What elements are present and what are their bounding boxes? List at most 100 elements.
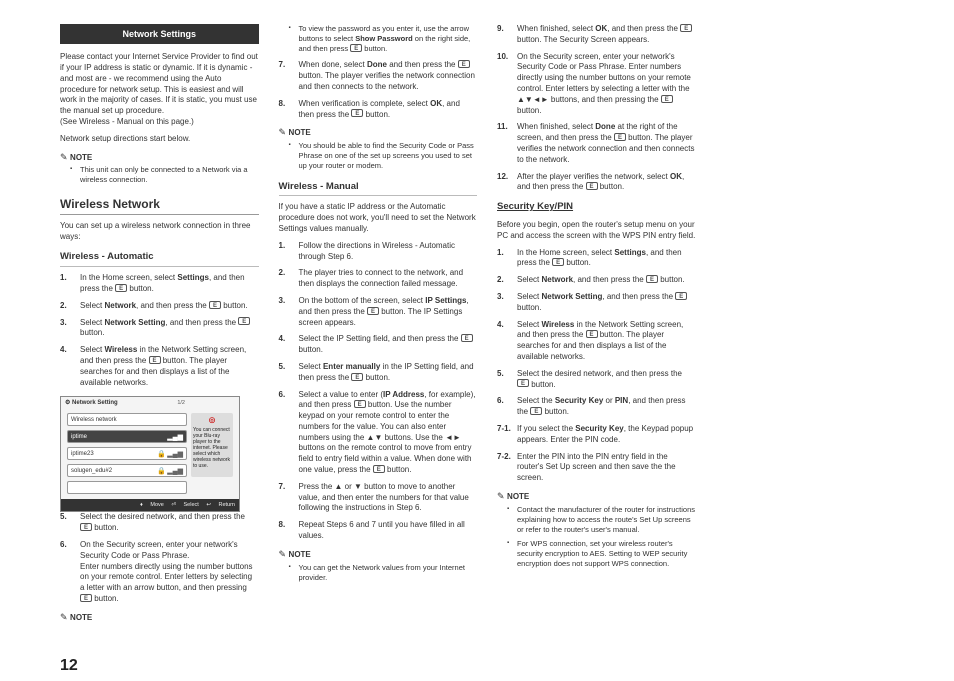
step: 6.On the Security screen, enter your net… <box>60 540 259 605</box>
wifi-icon: ▂▄▆ <box>167 449 183 460</box>
enter-icon: E <box>586 330 598 338</box>
shot-sidebar: ⊚ You can connect your Blu-ray player to… <box>191 413 233 477</box>
enter-icon: E <box>680 24 692 32</box>
enter-icon: E <box>351 109 363 117</box>
step: 3.Select Network Setting, and then press… <box>60 318 259 340</box>
step: 1.In the Home screen, select Settings, a… <box>497 248 696 270</box>
step: 6.Select the Security Key or PIN, and th… <box>497 396 696 418</box>
enter-icon: E <box>115 284 127 292</box>
step: 4.Select the IP Setting field, and then … <box>279 334 478 356</box>
section-header: Network Settings <box>60 24 259 44</box>
step: 5.Select the desired network, and then p… <box>60 512 259 534</box>
footer-return: ↩ Return <box>206 502 235 508</box>
enter-icon: E <box>149 356 161 364</box>
step: 1.In the Home screen, select Settings, a… <box>60 273 259 295</box>
lock-icon: 🔒 <box>157 466 166 477</box>
shot-row <box>67 481 187 494</box>
steps-manual-cont: 9.When finished, select OK, and then pre… <box>497 24 696 193</box>
step: 7.Press the ▲ or ▼ button to move to ano… <box>279 482 478 514</box>
step: 7-1.If you select the Security Key, the … <box>497 424 696 446</box>
enter-icon: E <box>367 307 379 315</box>
step: 7-2.Enter the PIN into the PIN entry fie… <box>497 452 696 484</box>
step: 9.When finished, select OK, and then pre… <box>497 24 696 46</box>
step: 7.When done, select Done and then press … <box>279 60 478 92</box>
enter-icon: E <box>209 301 221 309</box>
step: 11.When finished, select Done at the rig… <box>497 122 696 165</box>
shot-rows: Wireless network iptime▂▄▆ iptime23🔒▂▄▆ … <box>67 413 187 498</box>
step: 12.After the player verifies the network… <box>497 172 696 194</box>
heading-wireless-auto: Wireless - Automatic <box>60 251 259 267</box>
step: 4.Select Wireless in the Network Setting… <box>497 320 696 363</box>
wifi-icon: ▂▄▆ <box>167 466 183 477</box>
note-label: NOTE <box>497 490 696 503</box>
enter-icon: E <box>80 523 92 531</box>
note-item: To view the password as you enter it, us… <box>279 24 478 54</box>
steps-auto-cont: 5.Select the desired network, and then p… <box>60 512 259 604</box>
shot-row: solugen_edu#2🔒▂▄▆ <box>67 464 187 477</box>
footer-move: ♦ Move <box>140 502 164 508</box>
enter-icon: E <box>646 275 658 283</box>
step: 1.Follow the directions in Wireless - Au… <box>279 241 478 263</box>
enter-icon: E <box>354 400 366 408</box>
note-list: You can get the Network values from your… <box>279 563 478 583</box>
shot-row: Wireless network <box>67 413 187 426</box>
step: 6.Select a value to enter (IP Address, f… <box>279 390 478 476</box>
note-item: For WPS connection, set your wireless ro… <box>497 539 696 569</box>
footer-select: ⏎ Select <box>171 502 198 508</box>
enter-icon: E <box>458 60 470 68</box>
wifi-icon: ▂▄▆ <box>167 432 183 443</box>
enter-icon: E <box>530 407 542 415</box>
enter-icon: E <box>80 594 92 602</box>
enter-icon: E <box>675 292 687 300</box>
heading-security-key: Security Key/PIN <box>497 201 696 214</box>
heading-wireless-network: Wireless Network <box>60 196 259 215</box>
intro-p1: Please contact your Internet Service Pro… <box>60 52 259 128</box>
network-setting-screenshot: Network Setting 1/2 Wireless network ipt… <box>60 396 240 512</box>
shot-page-indicator: 1/2 <box>177 400 185 407</box>
lock-icon: 🔒 <box>157 449 166 460</box>
enter-icon: E <box>238 317 250 325</box>
note-label: NOTE <box>60 611 259 624</box>
steps-seckey: 1.In the Home screen, select Settings, a… <box>497 248 696 484</box>
step: 2.The player tries to connect to the net… <box>279 268 478 290</box>
heading-wireless-manual: Wireless - Manual <box>279 181 478 197</box>
note-list: To view the password as you enter it, us… <box>279 24 478 54</box>
note-item: This unit can only be connected to a Net… <box>60 165 259 185</box>
step: 5.Select Enter manually in the IP Settin… <box>279 362 478 384</box>
enter-icon: E <box>373 465 385 473</box>
page: Network Settings Please contact your Int… <box>0 0 954 681</box>
enter-icon: E <box>586 182 598 190</box>
note-list: Contact the manufacturer of the router f… <box>497 505 696 570</box>
page-number: 12 <box>60 657 78 675</box>
intro-p2: Network setup directions start below. <box>60 134 259 145</box>
enter-icon: E <box>351 373 363 381</box>
steps-manual: 1.Follow the directions in Wireless - Au… <box>279 241 478 542</box>
shot-title: Network Setting <box>65 399 118 407</box>
note-item: You can get the Network values from your… <box>279 563 478 583</box>
note-label: NOTE <box>279 548 478 561</box>
steps-auto-cont2: 7.When done, select Done and then press … <box>279 60 478 120</box>
shot-footer: ♦ Move ⏎ Select ↩ Return <box>61 499 239 511</box>
enter-icon: E <box>552 258 564 266</box>
step: 8.When verification is complete, select … <box>279 99 478 121</box>
enter-icon: E <box>461 334 473 342</box>
note-item: You should be able to find the Security … <box>279 141 478 171</box>
wifi-big-icon: ⊚ <box>193 415 231 426</box>
note-item: Contact the manufacturer of the router f… <box>497 505 696 535</box>
note-list: You should be able to find the Security … <box>279 141 478 171</box>
step: 5.Select the desired network, and then p… <box>497 369 696 391</box>
step: 2.Select Network, and then press the E b… <box>497 275 696 286</box>
steps-auto: 1.In the Home screen, select Settings, a… <box>60 273 259 388</box>
shot-row-selected: iptime▂▄▆ <box>67 430 187 443</box>
intro-text: You can set up a wireless network connec… <box>60 221 259 243</box>
intro-text: If you have a static IP address or the A… <box>279 202 478 234</box>
enter-icon: E <box>614 133 626 141</box>
enter-icon: E <box>517 379 529 387</box>
content-columns: Network Settings Please contact your Int… <box>60 24 914 651</box>
step: 3.Select Network Setting, and then press… <box>497 292 696 314</box>
step: 10.On the Security screen, enter your ne… <box>497 52 696 117</box>
intro-text: Before you begin, open the router's setu… <box>497 220 696 242</box>
enter-icon: E <box>661 95 673 103</box>
note-label: NOTE <box>279 126 478 139</box>
note-label: NOTE <box>60 151 259 164</box>
